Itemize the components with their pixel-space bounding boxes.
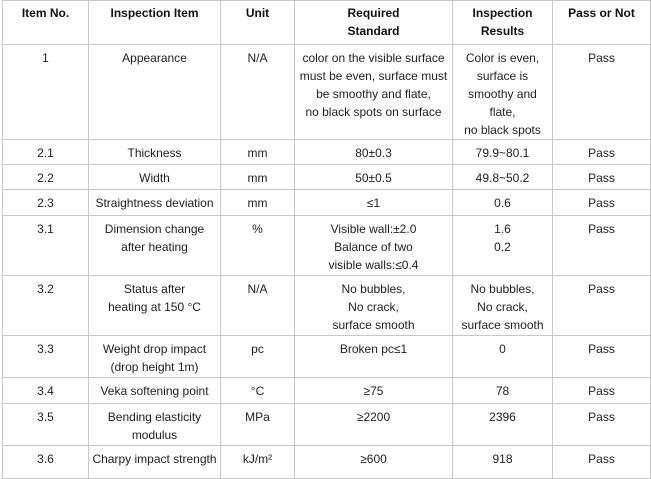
cell-unit: N/A xyxy=(220,275,295,336)
cell-inspection-result: 49.8~50.2 xyxy=(452,164,553,190)
cell-unit: °C xyxy=(220,377,295,404)
cell-item-no: 3.5 xyxy=(2,403,89,446)
cell-item-no: 2.1 xyxy=(2,139,89,165)
cell-item-no: 3.6 xyxy=(2,445,89,479)
cell-unit: mm xyxy=(220,189,295,216)
cell-inspection-result: No bubbles, No crack, surface smooth xyxy=(452,275,553,336)
table-row: 2.3 Straightness deviation mm ≤1 0.6 Pass xyxy=(2,189,651,216)
cell-item-no: 2.3 xyxy=(2,189,89,216)
cell-required-standard: No bubbles, No crack, surface smooth xyxy=(294,275,453,336)
table-row: 1 Appearance N/A color on the visible surfa… xyxy=(2,44,651,140)
cell-pass-or-not: Pass xyxy=(552,164,651,190)
table-header-row: Item No. Inspection Item Unit Required S… xyxy=(2,0,651,45)
cell-required-standard: 50±0.5 xyxy=(294,164,453,190)
cell-required-standard: ≤1 xyxy=(294,189,453,216)
table-row: 3.2 Status after heating at 150 °C N/A No b… xyxy=(2,275,651,336)
header-inspection-item: Inspection Item xyxy=(88,0,221,45)
cell-required-standard: 80±0.3 xyxy=(294,139,453,165)
cell-unit: mm xyxy=(220,164,295,190)
table-row: 3.1 Dimension change after heating% Visibl… xyxy=(2,215,651,276)
cell-required-standard: ≥75 xyxy=(294,377,453,404)
cell-pass-or-not: Pass xyxy=(552,275,651,336)
header-item-no: Item No. xyxy=(2,0,89,45)
cell-item-no: 1 xyxy=(2,44,89,140)
cell-inspection-item: Thickness xyxy=(88,139,221,165)
cell-inspection-item: Bending elasticity modulus xyxy=(88,403,221,446)
cell-unit: N/A xyxy=(220,44,295,140)
table-body: 1 Appearance N/A color on the visible surfa… xyxy=(2,44,651,479)
cell-unit: % xyxy=(220,215,295,276)
cell-inspection-item: Charpy impact strength xyxy=(88,445,221,479)
cell-pass-or-not: Pass xyxy=(552,403,651,446)
table-row: 2.1 Thickness mm 80±0.3 79.9~80.1 Pass xyxy=(2,139,651,165)
cell-pass-or-not: Pass xyxy=(552,377,651,404)
cell-inspection-result: 1.6 0.2 xyxy=(452,215,553,276)
cell-inspection-item: Weight drop impact (drop height 1m) xyxy=(88,335,221,378)
cell-inspection-result: 0 xyxy=(452,335,553,378)
cell-required-standard: color on the visible surface must be eve… xyxy=(294,44,453,140)
cell-item-no: 2.2 xyxy=(2,164,89,190)
cell-required-standard: ≥2200 xyxy=(294,403,453,446)
cell-inspection-item: Status after heating at 150 °C xyxy=(88,275,221,336)
cell-pass-or-not: Pass xyxy=(552,335,651,378)
cell-pass-or-not: Pass xyxy=(552,215,651,276)
cell-pass-or-not: Pass xyxy=(552,189,651,216)
cell-pass-or-not: Pass xyxy=(552,445,651,479)
table-row: 3.4 Veka softening point °C ≥75 78 Pass xyxy=(2,377,651,404)
cell-unit: MPa xyxy=(220,403,295,446)
header-pass-or-not: Pass or Not xyxy=(552,0,651,45)
cell-required-standard: Broken pc≤1 xyxy=(294,335,453,378)
header-inspection-results: Inspection Results xyxy=(452,0,553,45)
table-row: 3.3 Weight drop impact (drop height 1m) pc… xyxy=(2,335,651,378)
cell-inspection-result: 79.9~80.1 xyxy=(452,139,553,165)
table-row: 3.5 Bending elasticity modulus MPa ≥2200 239… xyxy=(2,403,651,446)
cell-unit: mm xyxy=(220,139,295,165)
cell-required-standard: ≥600 xyxy=(294,445,453,479)
cell-unit: pc xyxy=(220,335,295,378)
cell-inspection-result: 918 xyxy=(452,445,553,479)
cell-inspection-result: 2396 xyxy=(452,403,553,446)
cell-inspection-result: 78 xyxy=(452,377,553,404)
cell-required-standard: Visible wall:±2.0 Balance of two visible… xyxy=(294,215,453,276)
cell-unit: kJ/m² xyxy=(220,445,295,479)
header-unit: Unit xyxy=(220,0,295,45)
cell-pass-or-not: Pass xyxy=(552,44,651,140)
cell-item-no: 3.2 xyxy=(2,275,89,336)
cell-item-no: 3.1 xyxy=(2,215,89,276)
cell-item-no: 3.4 xyxy=(2,377,89,404)
cell-inspection-item: Appearance xyxy=(88,44,221,140)
cell-inspection-item: Width xyxy=(88,164,221,190)
cell-inspection-item: Dimension change after heating xyxy=(88,215,221,276)
header-required-standard: Required Standard xyxy=(294,0,453,45)
cell-inspection-result: 0.6 xyxy=(452,189,553,216)
cell-inspection-item: Veka softening point xyxy=(88,377,221,404)
cell-inspection-result: Color is even, surface is smoothy and fl… xyxy=(452,44,553,140)
cell-pass-or-not: Pass xyxy=(552,139,651,165)
table-row: 2.2 Width mm 50±0.5 49.8~50.2 Pass xyxy=(2,164,651,190)
cell-item-no: 3.3 xyxy=(2,335,89,378)
cell-inspection-item: Straightness deviation xyxy=(88,189,221,216)
table-row: 3.6 Charpy impact strength kJ/m² ≥600 918 Pas… xyxy=(2,445,651,479)
